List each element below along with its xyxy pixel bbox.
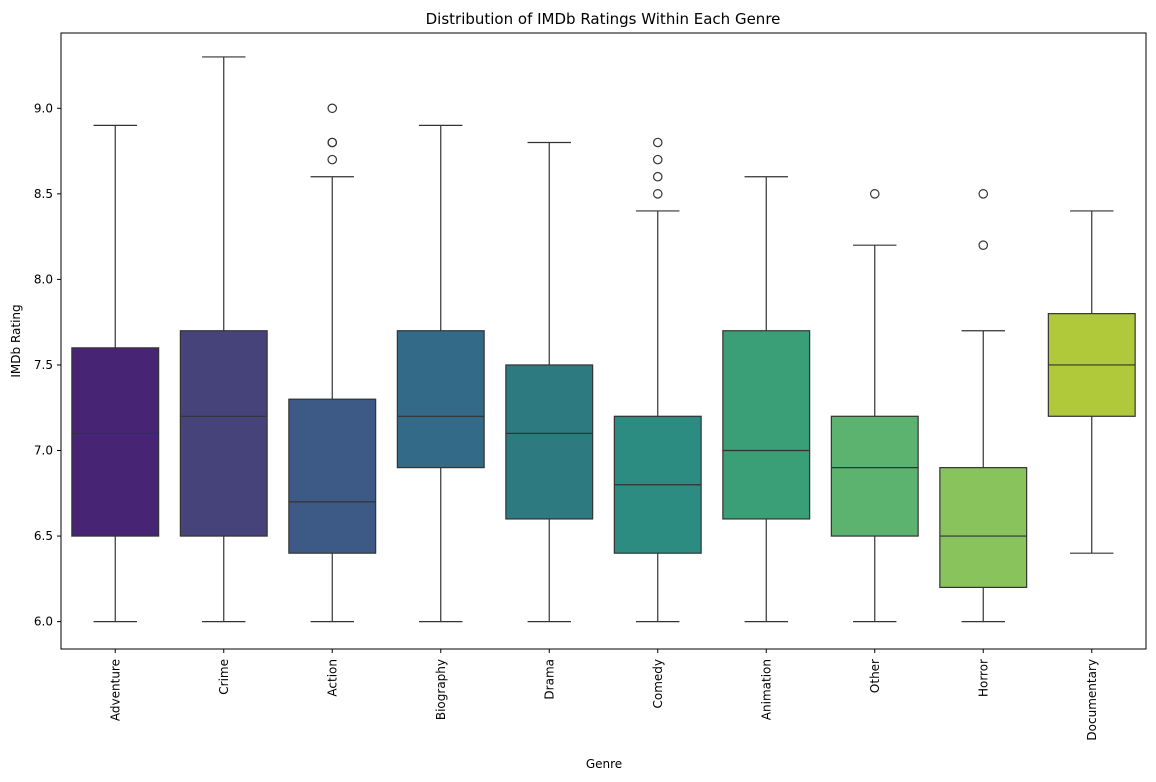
x-tick-label: Drama xyxy=(542,659,556,700)
box-group xyxy=(71,124,160,623)
box-group xyxy=(505,141,594,623)
y-tick-label: 9.0 xyxy=(34,101,53,115)
box-group xyxy=(1047,210,1136,554)
outlier-point xyxy=(978,240,989,250)
x-tick-label: Crime xyxy=(217,659,231,695)
iqr-box xyxy=(396,330,485,469)
y-axis-label: IMDb Rating xyxy=(9,304,23,377)
box-group xyxy=(179,56,268,623)
x-tick-label: Documentary xyxy=(1085,659,1099,741)
iqr-box xyxy=(71,347,160,537)
outlier-point xyxy=(869,189,880,199)
y-tick-label: 7.5 xyxy=(34,358,53,372)
y-tick-label: 6.0 xyxy=(34,615,53,629)
box-group xyxy=(396,124,485,623)
plot-frame xyxy=(60,32,1147,650)
y-tick-label: 8.5 xyxy=(34,187,53,201)
box-group xyxy=(613,137,702,623)
y-axis: 6.0 6.5 7.0 7.5 8.0 8.5 9.0 xyxy=(34,101,61,629)
y-tick-label: 7.0 xyxy=(34,444,53,458)
iqr-box xyxy=(505,364,594,520)
plot-area xyxy=(71,56,1136,623)
outlier-point xyxy=(652,171,663,182)
iqr-box xyxy=(830,415,919,537)
outlier-point xyxy=(327,103,338,114)
x-tick-label: Adventure xyxy=(108,659,122,721)
outlier-point xyxy=(327,154,338,165)
box-group xyxy=(722,176,811,623)
x-axis-label: Genre xyxy=(586,757,622,771)
x-tick-label: Comedy xyxy=(651,659,665,709)
iqr-box xyxy=(939,467,1028,589)
chart-title: Distribution of IMDb Ratings Within Each… xyxy=(426,10,781,28)
x-tick-label: Biography xyxy=(434,659,448,720)
y-tick-label: 6.5 xyxy=(34,529,53,543)
outlier-point xyxy=(652,154,663,165)
box-group xyxy=(830,189,919,623)
x-tick-label: Other xyxy=(868,659,882,693)
x-tick-label: Animation xyxy=(759,659,773,720)
x-tick-label: Action xyxy=(325,659,339,697)
iqr-box xyxy=(288,398,377,554)
outlier-point xyxy=(652,137,663,148)
box-group xyxy=(288,103,377,623)
outlier-point xyxy=(978,189,989,199)
iqr-box xyxy=(179,330,268,537)
x-axis: Adventure Crime Action Biography Drama Comedy… xyxy=(108,649,1099,741)
outlier-point xyxy=(652,189,663,199)
x-tick-label: Horror xyxy=(976,659,990,697)
iqr-box xyxy=(722,330,811,520)
box-group xyxy=(939,189,1028,623)
y-tick-label: 8.0 xyxy=(34,272,53,286)
outlier-point xyxy=(327,137,338,148)
